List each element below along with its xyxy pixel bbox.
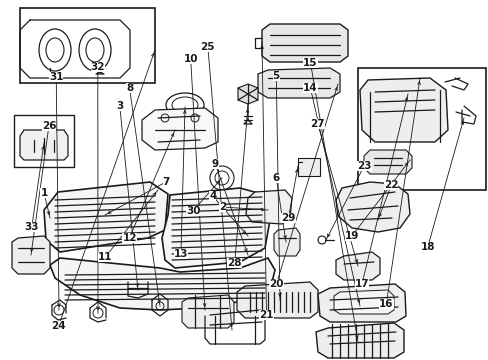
Text: 8: 8 xyxy=(126,83,133,93)
Polygon shape xyxy=(363,150,411,174)
Text: 1: 1 xyxy=(41,188,47,198)
Text: 11: 11 xyxy=(98,252,112,262)
Text: 29: 29 xyxy=(281,213,295,223)
Bar xyxy=(14,115,74,167)
Polygon shape xyxy=(273,228,299,256)
Text: 24: 24 xyxy=(51,321,66,331)
Polygon shape xyxy=(12,236,50,274)
Polygon shape xyxy=(237,282,317,318)
Text: 31: 31 xyxy=(49,72,63,82)
Text: 26: 26 xyxy=(41,121,56,131)
Text: 19: 19 xyxy=(344,231,359,241)
Text: 16: 16 xyxy=(378,299,393,309)
Polygon shape xyxy=(335,182,409,232)
Bar xyxy=(20,8,155,83)
Text: 15: 15 xyxy=(303,58,317,68)
Polygon shape xyxy=(238,84,258,104)
Polygon shape xyxy=(317,284,405,322)
Text: 22: 22 xyxy=(383,180,398,190)
Text: 28: 28 xyxy=(227,258,242,268)
Polygon shape xyxy=(142,108,218,150)
Text: 17: 17 xyxy=(354,279,368,289)
Polygon shape xyxy=(262,24,347,62)
Text: 3: 3 xyxy=(116,101,123,111)
Text: 30: 30 xyxy=(185,206,200,216)
Polygon shape xyxy=(359,78,447,142)
Text: 2: 2 xyxy=(219,202,225,212)
Text: 32: 32 xyxy=(90,62,105,72)
Text: 10: 10 xyxy=(183,54,198,64)
Polygon shape xyxy=(162,188,269,268)
Polygon shape xyxy=(44,182,168,252)
Polygon shape xyxy=(245,190,291,224)
Text: 6: 6 xyxy=(272,173,279,183)
Polygon shape xyxy=(182,295,234,328)
Polygon shape xyxy=(50,258,274,310)
Text: 5: 5 xyxy=(272,71,279,81)
Text: 33: 33 xyxy=(24,222,39,232)
Bar xyxy=(357,68,485,190)
Polygon shape xyxy=(315,323,403,358)
Polygon shape xyxy=(258,68,339,98)
Text: 13: 13 xyxy=(173,249,188,259)
Text: 18: 18 xyxy=(420,242,434,252)
Text: 27: 27 xyxy=(310,119,325,129)
Text: 23: 23 xyxy=(356,161,371,171)
Text: 21: 21 xyxy=(259,310,273,320)
Text: 20: 20 xyxy=(268,279,283,289)
Text: 7: 7 xyxy=(162,177,170,187)
Bar xyxy=(297,158,319,176)
Text: 9: 9 xyxy=(211,159,218,169)
Text: 14: 14 xyxy=(303,83,317,93)
Polygon shape xyxy=(335,252,379,280)
Polygon shape xyxy=(20,130,68,160)
Text: 4: 4 xyxy=(208,191,216,201)
Text: 12: 12 xyxy=(122,233,137,243)
Polygon shape xyxy=(333,290,393,314)
Text: 25: 25 xyxy=(200,42,215,52)
